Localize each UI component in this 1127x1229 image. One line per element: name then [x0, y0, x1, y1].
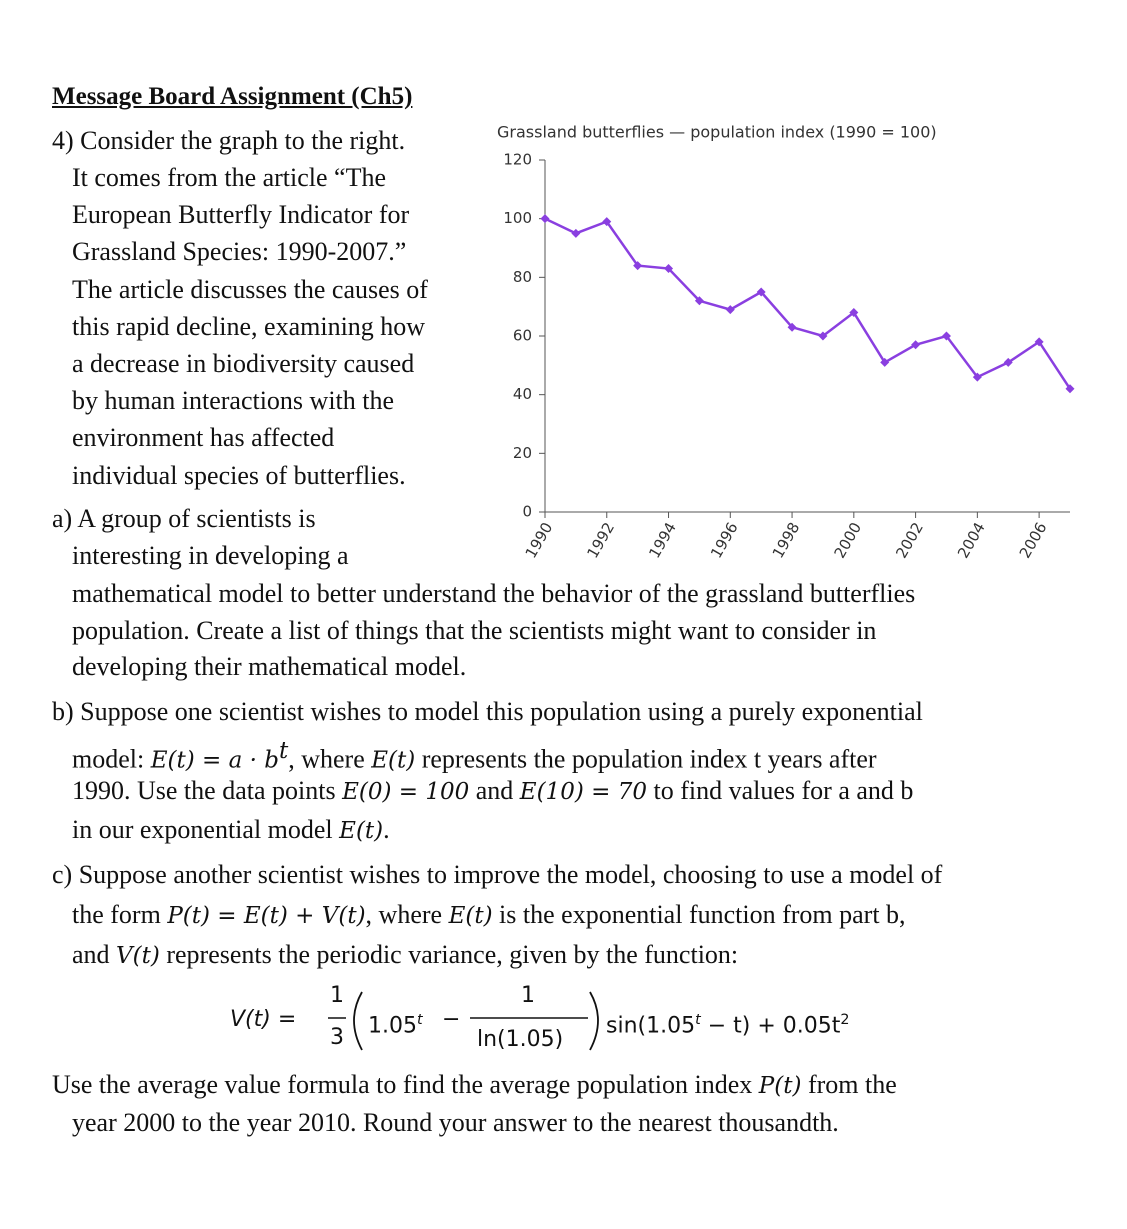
text: 1.05: [368, 1013, 417, 1039]
text: − t) + 0.05t: [700, 1013, 841, 1039]
y-tick-label: 100: [503, 209, 532, 227]
math: E(t): [448, 903, 493, 929]
text-line: a) A group of scientists is: [52, 504, 316, 533]
data-point: [602, 217, 612, 227]
text: t: [695, 1012, 701, 1028]
text-line: 1990. Use the data points E(0) = 100 and…: [72, 776, 913, 807]
data-point: [633, 261, 643, 271]
text-line: interesting in developing a: [72, 541, 349, 570]
formula-base: 1.05t: [368, 1007, 423, 1039]
text: represents the population index t years …: [415, 744, 877, 774]
math: E(t): [339, 818, 384, 844]
y-tick-label: 80: [513, 268, 532, 286]
data-point: [880, 357, 890, 367]
text-line: by human interactions with the: [72, 386, 395, 415]
paren: [589, 991, 599, 1051]
formula-den: ln(1.05): [477, 1027, 564, 1052]
text-line: in our exponential model E(t).: [72, 815, 390, 846]
data-point: [941, 331, 951, 341]
data-point: [1065, 384, 1075, 394]
text: from the: [801, 1070, 897, 1099]
text: the form: [72, 900, 168, 929]
math: E(10) = 70: [519, 779, 647, 805]
data-point: [787, 322, 797, 332]
formula-minus: −: [442, 1007, 461, 1032]
data-point: [911, 340, 921, 350]
data-point: [1034, 337, 1044, 347]
text-line: b) Suppose one scientist wishes to model…: [52, 697, 923, 726]
text: model:: [72, 744, 151, 774]
y-tick-label: 40: [513, 385, 532, 403]
data-point: [756, 287, 766, 297]
math: E(0) = 100: [342, 779, 470, 805]
data-point: [571, 228, 581, 238]
data-point: [818, 331, 828, 341]
text-line: 4) Consider the graph to the right.: [52, 126, 406, 155]
text: , where: [288, 744, 372, 774]
text: and: [72, 940, 117, 969]
text-line: European Butterfly Indicator for: [72, 200, 410, 229]
text: 1990. Use the data points: [72, 776, 343, 805]
math: P(t): [758, 1073, 802, 1099]
math: E(t) = a · b: [150, 747, 279, 774]
text: .: [383, 815, 390, 844]
text-line: It comes from the article “The: [72, 163, 387, 192]
text-line: year 2000 to the year 2010. Round your a…: [72, 1108, 839, 1137]
formula-num: 1: [330, 983, 344, 1008]
text-line: this rapid decline, examining how: [72, 312, 426, 341]
text-line: Grassland Species: 1990-2007.”: [72, 237, 407, 266]
data-point: [694, 296, 704, 306]
data-point: [849, 308, 859, 318]
y-tick-label: 0: [522, 503, 532, 521]
text-line: developing their mathematical model.: [72, 652, 467, 681]
data-line: [544, 217, 1072, 390]
text: 2: [840, 1012, 850, 1028]
data-point: [725, 305, 735, 315]
chart-title: Grassland butterflies — population index…: [497, 123, 937, 142]
text-line: model: E(t) = a · bt, where E(t) represe…: [72, 736, 877, 776]
data-point: [972, 372, 982, 382]
text-line: c) Suppose another scientist wishes to i…: [52, 860, 943, 889]
text: , where: [365, 900, 449, 929]
data-point: [664, 264, 674, 274]
data-point: [1003, 357, 1013, 367]
text: sin(1.05: [606, 1013, 696, 1039]
math: E(t): [371, 747, 416, 774]
y-tick-label: 120: [503, 151, 532, 169]
text-line: The article discusses the causes of: [72, 275, 428, 304]
data-point: [540, 214, 550, 224]
math: P(t) = E(t) + V(t): [167, 903, 366, 929]
text-line: environment has affected: [72, 423, 335, 452]
formula-tail: sin(1.05t − t) + 0.05t2: [606, 1007, 849, 1039]
formula-lhs: V(t) =: [230, 1007, 297, 1032]
text: represents the periodic variance, given …: [159, 940, 739, 969]
text-line: population. Create a list of things that…: [72, 616, 877, 645]
text-line: and V(t) represents the periodic varianc…: [72, 940, 738, 971]
formula-den: 3: [330, 1025, 344, 1050]
text: t: [416, 1012, 423, 1028]
y-tick-label: 20: [513, 444, 532, 462]
paren: [353, 991, 363, 1051]
text-line: mathematical model to better understand …: [72, 579, 916, 608]
text: to find values for a and b: [646, 776, 914, 805]
text-line: the form P(t) = E(t) + V(t), where E(t) …: [72, 900, 906, 931]
math: t: [278, 738, 289, 764]
formula-num: 1: [521, 983, 535, 1008]
text: Use the average value formula to find th…: [52, 1070, 759, 1099]
y-tick-label: 60: [513, 327, 532, 345]
text: and: [469, 776, 520, 805]
text-line: individual species of butterflies.: [72, 461, 406, 490]
text-line: Use the average value formula to find th…: [52, 1070, 897, 1101]
text: is the exponential function from part b,: [492, 900, 906, 929]
math: V(t): [116, 943, 160, 969]
text: in our exponential model: [72, 815, 340, 844]
heading: Message Board Assignment (Ch5): [52, 83, 413, 110]
text-line: a decrease in biodiversity caused: [72, 349, 415, 378]
